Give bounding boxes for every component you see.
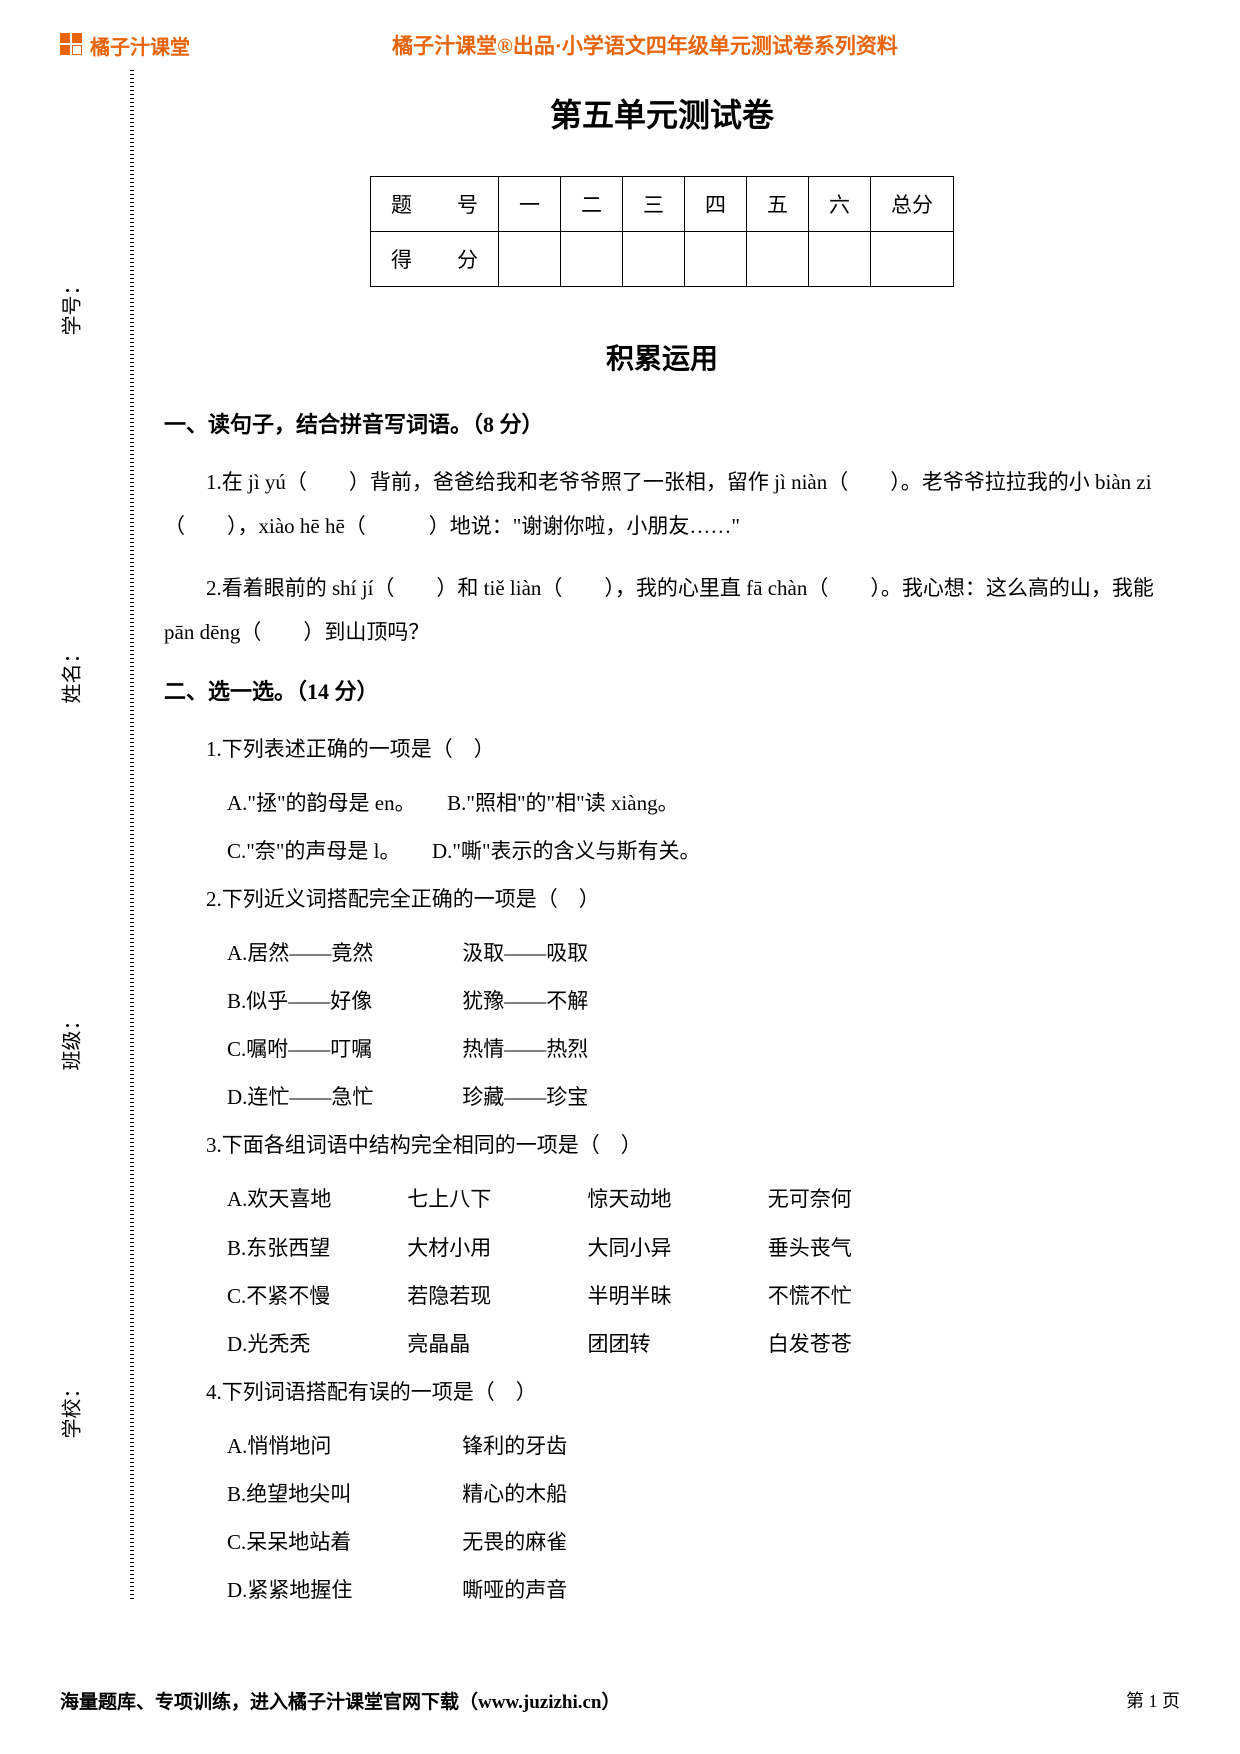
option-a: D.光秃秃 bbox=[227, 1322, 402, 1366]
option-a: A.悄悄地问 bbox=[227, 1424, 457, 1468]
table-cell: 一 bbox=[499, 177, 561, 232]
option-row: C.呆呆地站着 无畏的麻雀 bbox=[164, 1520, 1160, 1564]
table-cell: 三 bbox=[623, 177, 685, 232]
option-row: C.不紧不慢 若隐若现 半明半昧 不慌不忙 bbox=[164, 1274, 1160, 1318]
option-a: D.紧紧地握住 bbox=[227, 1568, 457, 1612]
table-cell: 五 bbox=[747, 177, 809, 232]
main-content: 第五单元测试卷 题 号 一 二 三 四 五 六 总分 得 分 bbox=[154, 70, 1180, 1636]
option-b: 嘶哑的声音 bbox=[462, 1568, 692, 1612]
header-subtitle: 橘子汁课堂®出品·小学语文四年级单元测试卷系列资料 bbox=[110, 30, 1180, 60]
option-b: 亮晶晶 bbox=[407, 1322, 582, 1366]
sidebar-field-name: 姓名： bbox=[56, 661, 85, 681]
option-b: 大材小用 bbox=[407, 1226, 582, 1270]
question-2-4-stem: 4.下列词语搭配有误的一项是（ ） bbox=[164, 1370, 1160, 1414]
table-cell: 得 分 bbox=[371, 232, 499, 287]
option-c: 半明半昧 bbox=[588, 1274, 763, 1318]
option-b: 无畏的麻雀 bbox=[462, 1520, 692, 1564]
table-cell: 四 bbox=[685, 177, 747, 232]
sidebar-field-class: 班级： bbox=[56, 1029, 85, 1049]
option-b: 汲取——吸取 bbox=[462, 931, 692, 975]
option-row: C.嘱咐——叮嘱 热情——热烈 bbox=[164, 1027, 1160, 1071]
option-b: 热情——热烈 bbox=[462, 1027, 692, 1071]
table-row: 题 号 一 二 三 四 五 六 总分 bbox=[371, 177, 954, 232]
page-footer: 海量题库、专项训练，进入橘子汁课堂官网下载（www.juzizhi.cn） 第 … bbox=[60, 1687, 1180, 1714]
table-cell: 六 bbox=[809, 177, 871, 232]
table-row: 得 分 bbox=[371, 232, 954, 287]
option-a: B.绝望地尖叫 bbox=[227, 1472, 457, 1516]
table-cell: 题 号 bbox=[371, 177, 499, 232]
option-b: 精心的木船 bbox=[462, 1472, 692, 1516]
score-cell[interactable] bbox=[499, 232, 561, 287]
option-b: 若隐若现 bbox=[407, 1274, 582, 1318]
option-a: C.呆呆地站着 bbox=[227, 1520, 457, 1564]
question-1-item-2: 2.看着眼前的 shí jí（ ）和 tiě liàn（ ），我的心里直 fā … bbox=[164, 566, 1160, 654]
sidebar-field-school: 学校： bbox=[56, 1396, 85, 1416]
question-2-heading: 二、选一选。（14 分） bbox=[164, 672, 1160, 712]
score-cell[interactable] bbox=[809, 232, 871, 287]
option-row: C."奈"的声母是 l。 D."嘶"表示的含义与斯有关。 bbox=[164, 829, 1160, 873]
option-row: B.绝望地尖叫 精心的木船 bbox=[164, 1472, 1160, 1516]
page-body: 学号： 姓名： 班级： 学校： 第五单元测试卷 题 号 一 二 三 四 五 bbox=[0, 70, 1240, 1636]
option-row: A.欢天喜地 七上八下 惊天动地 无可奈何 bbox=[164, 1177, 1160, 1221]
option-a: B.似乎——好像 bbox=[227, 979, 457, 1023]
footer-text: 海量题库、专项训练，进入橘子汁课堂官网下载（www.juzizhi.cn） bbox=[60, 1687, 621, 1714]
option-b: 犹豫——不解 bbox=[462, 979, 692, 1023]
option-d: 白发苍苍 bbox=[768, 1322, 943, 1366]
option-a: A.居然——竟然 bbox=[227, 931, 457, 975]
sidebar-label: 学校： bbox=[56, 1378, 85, 1438]
question-2-3-stem: 3.下面各组词语中结构完全相同的一项是（ ） bbox=[164, 1123, 1160, 1167]
test-title: 第五单元测试卷 bbox=[164, 90, 1160, 136]
question-2-1-stem: 1.下列表述正确的一项是（ ） bbox=[164, 727, 1160, 771]
option-b: 珍藏——珍宝 bbox=[462, 1075, 692, 1119]
score-cell[interactable] bbox=[871, 232, 954, 287]
option-d: 不慌不忙 bbox=[768, 1274, 943, 1318]
question-2-2-stem: 2.下列近义词搭配完全正确的一项是（ ） bbox=[164, 877, 1160, 921]
option-b: 锋利的牙齿 bbox=[462, 1424, 692, 1468]
dotted-divider bbox=[130, 70, 134, 1600]
option-c: 团团转 bbox=[588, 1322, 763, 1366]
question-1-item-1: 1.在 jì yú（ ）背前，爸爸给我和老爷爷照了一张相，留作 jì niàn（… bbox=[164, 460, 1160, 548]
option-row: A.悄悄地问 锋利的牙齿 bbox=[164, 1424, 1160, 1468]
sidebar-field-student-id: 学号： bbox=[56, 294, 85, 314]
option-row: D.紧紧地握住 嘶哑的声音 bbox=[164, 1568, 1160, 1612]
question-1-heading: 一、读句子，结合拼音写词语。（8 分） bbox=[164, 405, 1160, 445]
score-cell[interactable] bbox=[623, 232, 685, 287]
option-a: C.嘱咐——叮嘱 bbox=[227, 1027, 457, 1071]
score-cell[interactable] bbox=[685, 232, 747, 287]
option-row: A."拯"的韵母是 en。 B."照相"的"相"读 xiàng。 bbox=[164, 781, 1160, 825]
option-d: 无可奈何 bbox=[768, 1177, 943, 1221]
page-header: 橘子汁课堂 橘子汁课堂®出品·小学语文四年级单元测试卷系列资料 bbox=[0, 0, 1240, 70]
option-row: D.光秃秃 亮晶晶 团团转 白发苍苍 bbox=[164, 1322, 1160, 1366]
option-row: A.居然——竟然 汲取——吸取 bbox=[164, 931, 1160, 975]
option-a: D.连忙——急忙 bbox=[227, 1075, 457, 1119]
student-info-sidebar: 学号： 姓名： 班级： 学校： bbox=[60, 70, 100, 1636]
option-row: B.东张西望 大材小用 大同小异 垂头丧气 bbox=[164, 1226, 1160, 1270]
sidebar-label: 姓名： bbox=[56, 643, 85, 703]
option-row: D.连忙——急忙 珍藏——珍宝 bbox=[164, 1075, 1160, 1119]
sidebar-label: 学号： bbox=[56, 276, 85, 336]
section-heading: 积累运用 bbox=[164, 337, 1160, 377]
option-c: 惊天动地 bbox=[588, 1177, 763, 1221]
option-row: B.似乎——好像 犹豫——不解 bbox=[164, 979, 1160, 1023]
option-c: 大同小异 bbox=[588, 1226, 763, 1270]
table-cell: 二 bbox=[561, 177, 623, 232]
option-d: 垂头丧气 bbox=[768, 1226, 943, 1270]
logo-icon bbox=[60, 33, 84, 57]
score-cell[interactable] bbox=[747, 232, 809, 287]
score-cell[interactable] bbox=[561, 232, 623, 287]
option-a: C.不紧不慢 bbox=[227, 1274, 402, 1318]
option-a: A.欢天喜地 bbox=[227, 1177, 402, 1221]
table-cell: 总分 bbox=[871, 177, 954, 232]
score-table: 题 号 一 二 三 四 五 六 总分 得 分 bbox=[370, 176, 954, 287]
sidebar-label: 班级： bbox=[56, 1011, 85, 1071]
option-a: B.东张西望 bbox=[227, 1226, 402, 1270]
page-number: 第 1 页 bbox=[1126, 1687, 1180, 1714]
option-b: 七上八下 bbox=[407, 1177, 582, 1221]
